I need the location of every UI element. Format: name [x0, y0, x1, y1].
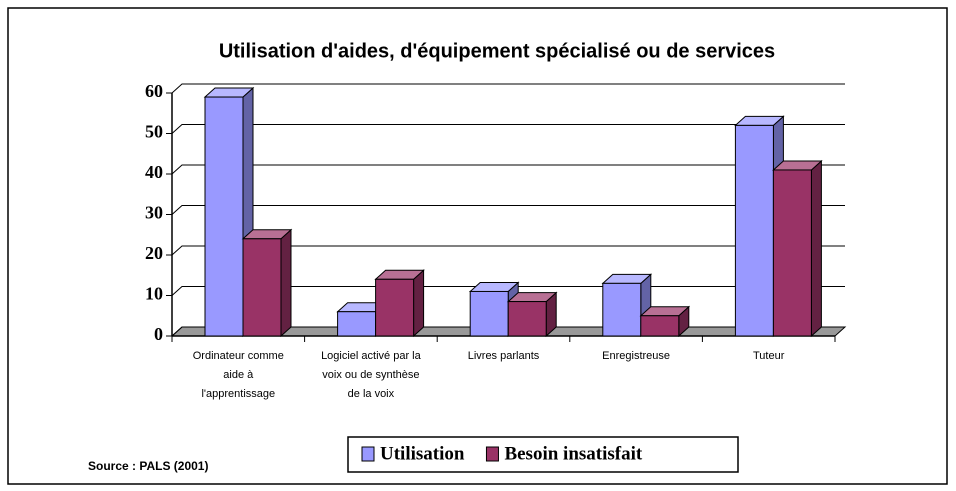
- bar: [639, 305, 691, 338]
- x-tick-label: Enregistreuse: [602, 350, 670, 362]
- y-tick-label: 0: [154, 324, 163, 344]
- bar: [772, 159, 823, 338]
- legend-swatch: [485, 446, 499, 462]
- bar-front: [469, 290, 509, 337]
- grid-line: [171, 245, 845, 256]
- bar: [241, 228, 293, 338]
- legend-swatch: [361, 446, 375, 462]
- bar-front: [507, 301, 547, 337]
- chart-title: Utilisation d'aides, d'équipement spécia…: [219, 40, 775, 62]
- source-note: Source : PALS (2001): [88, 459, 208, 473]
- bar: [374, 269, 425, 338]
- x-tick-label: de la voix: [348, 388, 395, 400]
- bar-front: [242, 238, 282, 337]
- bar-side: [280, 228, 292, 338]
- grid-line: [171, 124, 845, 134]
- grid-line: [171, 164, 845, 175]
- y-tick-label: 40: [145, 162, 163, 182]
- bar-front: [640, 315, 680, 337]
- x-tick-label: Ordinateur comme: [193, 350, 284, 362]
- y-tick-label: 30: [145, 203, 163, 223]
- y-tick-label: 60: [145, 81, 163, 101]
- bar-front: [204, 96, 244, 337]
- x-tick-label: aide à: [223, 369, 254, 381]
- bar-front: [772, 169, 812, 337]
- bar-front: [337, 311, 377, 337]
- bar-front: [375, 278, 415, 337]
- y-tick-label: 50: [145, 122, 163, 142]
- legend-label: Besoin insatisfait: [504, 443, 642, 464]
- x-tick-label: Livres parlants: [468, 350, 540, 362]
- x-tick-label: Logiciel activé par la: [321, 350, 422, 362]
- x-tick-label: Tuteur: [753, 350, 785, 362]
- bar-side: [413, 269, 425, 338]
- bar-side: [810, 159, 822, 338]
- grid-line: [171, 205, 845, 215]
- legend-box: [347, 436, 739, 473]
- grid-line: [171, 83, 845, 94]
- x-tick-label: voix ou de synthèse: [322, 369, 419, 381]
- y-tick-label: 20: [145, 243, 163, 263]
- x-tick-label: l'apprentissage: [201, 388, 275, 400]
- bar-front: [602, 282, 642, 337]
- legend-label: Utilisation: [380, 443, 465, 464]
- y-tick-label: 10: [145, 284, 163, 304]
- bar: [506, 291, 558, 338]
- bar-front: [734, 124, 774, 337]
